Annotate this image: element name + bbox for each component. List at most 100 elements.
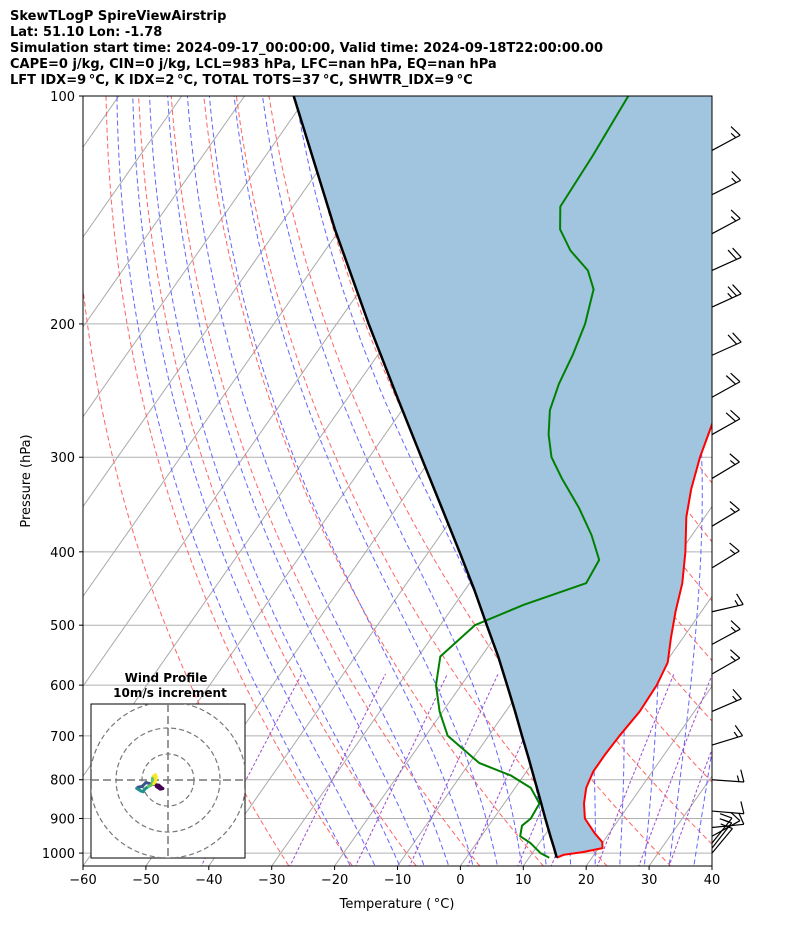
wind-barb-staff <box>711 810 744 815</box>
wind-barb-staff <box>711 828 733 854</box>
wind-barb-staff <box>711 256 742 272</box>
wind-barb-flag <box>719 813 733 819</box>
wind-barb-flag <box>732 247 742 258</box>
moist-adiabat <box>233 96 498 866</box>
wind-barb-flag <box>730 409 741 420</box>
wind-barb-flag <box>729 649 741 659</box>
wind-barb-flag <box>730 620 741 630</box>
wind-barb-flag <box>738 812 745 825</box>
wind-barb-flag <box>740 769 745 783</box>
y-tick-label: 800 <box>50 774 75 789</box>
hodograph-title-2: 10m/s increment <box>113 686 227 700</box>
wind-barb <box>711 801 745 815</box>
y-tick-label: 1000 <box>42 847 75 862</box>
temperature-line <box>556 421 712 859</box>
wind-barb <box>711 689 742 713</box>
wind-barb <box>711 209 741 235</box>
wind-barb <box>711 170 742 196</box>
wind-barb <box>711 812 745 829</box>
x-tick-label: −40 <box>195 873 222 888</box>
x-tick-label: −20 <box>321 873 348 888</box>
mixing-ratio-line <box>355 673 448 866</box>
wind-barb-flag <box>732 284 742 295</box>
x-axis-label: Temperature ( °C) <box>339 897 455 912</box>
dry-adiabat <box>738 61 794 872</box>
stability-indices-line: LFT IDX=9 °C, K IDX=2 °C, TOTAL TOTS=37 … <box>10 73 473 88</box>
wind-barb-half-flag <box>722 819 730 823</box>
wind-barb-flag <box>736 593 744 605</box>
wind-barb-staff <box>711 628 741 645</box>
wind-barb-half-flag <box>730 655 736 662</box>
wind-barb-flag <box>730 209 741 220</box>
moist-adiabat <box>262 96 523 866</box>
moist-adiabat <box>167 96 425 866</box>
dry-adiabat <box>105 96 354 866</box>
cin-shade-area <box>293 96 712 858</box>
wind-barb-half-flag <box>734 599 739 607</box>
x-tick-label: 30 <box>641 873 658 888</box>
wind-barb-half-flag <box>736 775 740 782</box>
y-tick-label: 300 <box>50 451 75 466</box>
wind-barb <box>711 453 740 479</box>
wind-barb-half-flag <box>733 731 739 738</box>
moist-adiabat <box>208 96 474 866</box>
isotherm-line <box>83 96 246 328</box>
wind-barb-staff <box>711 509 740 527</box>
dry-adiabat <box>707 61 794 872</box>
wind-barb-flag <box>725 412 736 422</box>
isotherm-line <box>83 96 372 508</box>
wind-barb-half-flag <box>731 177 737 184</box>
wind-barb-staff <box>711 461 740 479</box>
y-tick-label: 400 <box>50 546 75 561</box>
dry-adiabat <box>170 96 481 866</box>
wind-barb <box>711 247 742 272</box>
wind-barb-flag <box>727 249 738 260</box>
wind-barb <box>711 593 744 613</box>
x-tick-label: −30 <box>258 873 285 888</box>
wind-barb <box>711 813 733 844</box>
dry-adiabat <box>366 96 712 722</box>
wind-barb-staff <box>711 603 744 613</box>
dewpoint-line <box>435 96 630 859</box>
x-tick-label: −50 <box>132 873 159 888</box>
wind-barb-staff <box>711 418 741 436</box>
hodograph-plot <box>91 704 245 858</box>
wind-barb-half-flag <box>730 626 737 632</box>
dry-adiabat <box>770 61 794 872</box>
dry-adiabat <box>138 96 417 866</box>
isotherm-line <box>83 96 309 418</box>
profile-layer <box>292 96 712 859</box>
wind-barb-staff <box>711 550 740 569</box>
wind-barbs <box>711 126 745 854</box>
wind-barb-flag <box>730 126 741 136</box>
y-tick-label: 200 <box>50 318 75 333</box>
wind-barb-half-flag <box>729 459 736 466</box>
wind-barb-flag <box>740 801 745 814</box>
wind-barb <box>711 332 742 356</box>
chart-header: SkewTLogP SpireViewAirstrip Lat: 51.10 L… <box>10 9 603 89</box>
isotherm-line <box>83 96 183 238</box>
y-tick-label: 900 <box>50 812 75 827</box>
parcel-line <box>292 96 559 859</box>
wind-barb <box>711 501 740 527</box>
mixing-ratio-line <box>668 747 712 866</box>
wind-barb-staff <box>711 218 741 235</box>
isotherm-line <box>711 865 712 866</box>
wind-barb-staff <box>711 698 742 713</box>
wind-barb-flag <box>727 286 738 297</box>
wind-barb <box>711 542 740 569</box>
y-axis-label: Pressure (hPa) <box>19 434 34 527</box>
wind-barb-staff <box>711 134 741 151</box>
hodograph-segment <box>152 780 157 786</box>
wind-barb <box>711 649 741 675</box>
moist-adiabat <box>116 96 351 866</box>
y-tick-label: 100 <box>50 90 75 105</box>
wind-barb-staff <box>711 341 742 356</box>
wind-barb-flag <box>732 689 742 700</box>
wind-barb-staff <box>711 657 741 675</box>
wind-barb-half-flag <box>729 507 736 513</box>
chart-title: SkewTLogP SpireViewAirstrip <box>10 9 227 24</box>
wind-barb <box>711 769 745 783</box>
hodograph-inset: Wind Profile 10m/s increment <box>90 671 246 859</box>
wind-barb-flag <box>732 332 742 343</box>
